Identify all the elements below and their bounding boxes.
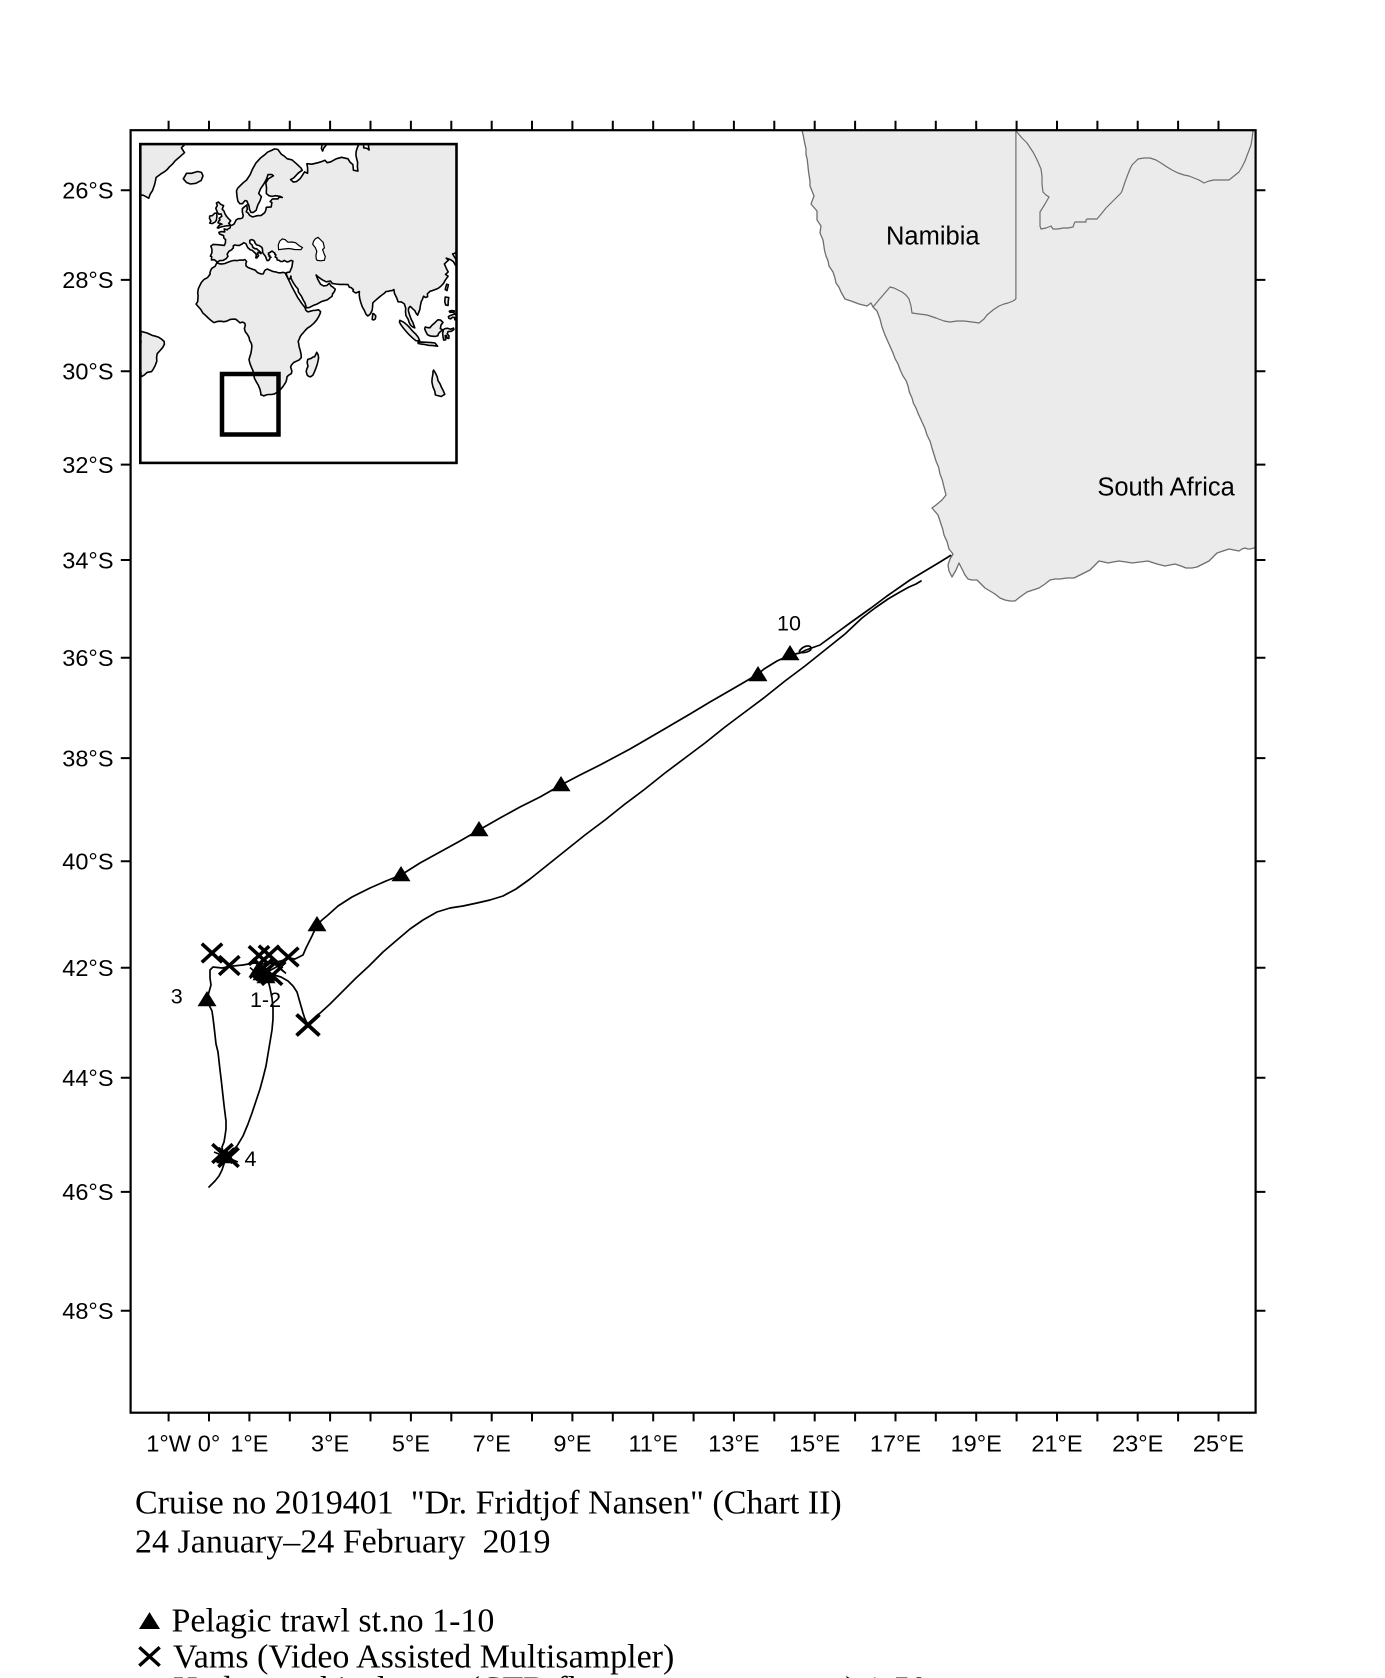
svg-text:26°S: 26°S (62, 178, 113, 204)
svg-text:46°S: 46°S (62, 1179, 113, 1205)
svg-text:Namibia: Namibia (886, 223, 980, 251)
svg-text:38°S: 38°S (62, 745, 113, 771)
svg-text:Cruise no 2019401 "Dr. Fridtj: Cruise no 2019401 "Dr. Fridtjof Nansen" … (135, 1485, 842, 1522)
svg-text:0°: 0° (198, 1431, 220, 1457)
svg-text:Hydrographical st.no (CTD fluo: Hydrographical st.no (CTD fluorescence, … (173, 1671, 927, 1678)
svg-text:Pelagic trawl st.no 1-10: Pelagic trawl st.no 1-10 (172, 1603, 495, 1640)
svg-text:40°S: 40°S (62, 849, 113, 875)
svg-text:9°E: 9°E (553, 1431, 591, 1457)
svg-text:25°E: 25°E (1193, 1431, 1244, 1457)
svg-text:3°E: 3°E (311, 1431, 349, 1457)
svg-text:15°E: 15°E (789, 1431, 840, 1457)
svg-text:1-2: 1-2 (250, 988, 281, 1012)
svg-text:1°W: 1°W (146, 1431, 191, 1457)
svg-text:28°S: 28°S (62, 267, 113, 293)
svg-text:23°E: 23°E (1112, 1431, 1163, 1457)
svg-text:32°S: 32°S (62, 452, 113, 478)
svg-text:42°S: 42°S (62, 955, 113, 981)
svg-text:South Africa: South Africa (1097, 474, 1235, 502)
svg-text:1°E: 1°E (230, 1431, 268, 1457)
svg-text:4: 4 (245, 1147, 257, 1171)
svg-text:17°E: 17°E (870, 1431, 921, 1457)
svg-text:24 January–24 February 2019: 24 January–24 February 2019 (135, 1524, 550, 1561)
svg-text:Vams (Video Assisted Multisamp: Vams (Video Assisted Multisampler) (173, 1639, 674, 1676)
svg-text:30°S: 30°S (62, 359, 113, 385)
svg-text:48°S: 48°S (62, 1298, 113, 1324)
svg-text:21°E: 21°E (1031, 1431, 1082, 1457)
svg-text:44°S: 44°S (62, 1065, 113, 1091)
svg-text:10: 10 (777, 612, 801, 636)
svg-text:11°E: 11°E (628, 1431, 677, 1457)
svg-text:3: 3 (171, 985, 183, 1009)
svg-text:7°E: 7°E (473, 1431, 511, 1457)
svg-text:19°E: 19°E (951, 1431, 1002, 1457)
svg-text:36°S: 36°S (62, 645, 113, 671)
svg-text:13°E: 13°E (708, 1431, 759, 1457)
svg-text:5°E: 5°E (392, 1431, 430, 1457)
svg-text:34°S: 34°S (62, 547, 113, 573)
